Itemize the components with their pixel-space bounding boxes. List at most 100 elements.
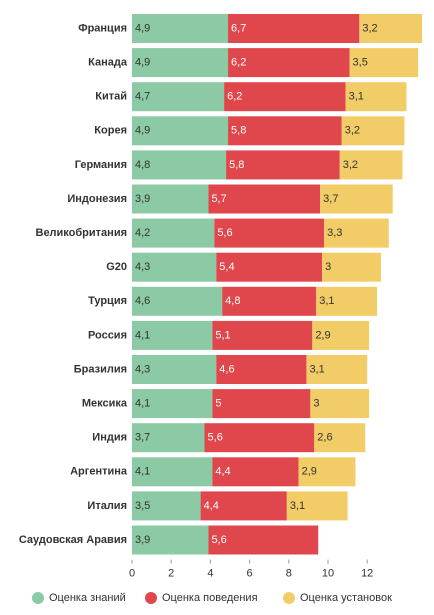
bar-segment xyxy=(132,457,213,487)
bar-segment xyxy=(226,150,340,180)
data-label: 4,6 xyxy=(219,363,234,375)
category-label: Италия xyxy=(87,500,127,512)
data-label: 3 xyxy=(325,261,331,273)
category-label: Канада xyxy=(88,57,128,69)
bar-segment xyxy=(320,184,393,214)
category-label: Индонезия xyxy=(67,193,127,205)
x-tick-label: 6 xyxy=(247,568,253,580)
legend-label: Оценка установок xyxy=(300,592,392,604)
category-label: G20 xyxy=(106,261,127,273)
bar-segment xyxy=(228,116,342,146)
data-label: 2,9 xyxy=(302,466,317,478)
bar-segment xyxy=(132,389,213,419)
data-label: 6,2 xyxy=(231,57,246,69)
data-label: 4,3 xyxy=(135,261,150,273)
data-label: 3,2 xyxy=(362,22,377,34)
data-label: 4,4 xyxy=(215,466,230,478)
bar-segment xyxy=(345,82,407,112)
data-label: 3,2 xyxy=(345,125,360,137)
bar-segment xyxy=(222,286,317,316)
bar-segment xyxy=(228,48,350,78)
data-label: 5,6 xyxy=(217,227,232,239)
data-label: 3,1 xyxy=(319,295,334,307)
data-label: 5,6 xyxy=(208,432,223,444)
bar-segment xyxy=(314,423,366,453)
data-label: 2,9 xyxy=(315,329,330,341)
x-tick-label: 4 xyxy=(207,568,213,580)
legend-swatch xyxy=(283,592,295,604)
x-tick-label: 8 xyxy=(286,568,292,580)
x-tick-label: 2 xyxy=(168,568,174,580)
data-label: 4,9 xyxy=(135,22,150,34)
bar-segment xyxy=(359,14,423,43)
data-label: 3,3 xyxy=(327,227,342,239)
bar-segment xyxy=(212,320,313,350)
data-label: 3,5 xyxy=(353,57,368,69)
data-label: 4,1 xyxy=(135,398,150,410)
category-label: Турция xyxy=(88,295,127,307)
bar-segment xyxy=(132,14,229,43)
bar-segment xyxy=(341,116,405,146)
data-label: 6,7 xyxy=(231,22,246,34)
data-label: 3,1 xyxy=(309,363,324,375)
data-label: 5 xyxy=(215,398,221,410)
bar-segment xyxy=(216,252,323,282)
data-label: 4,2 xyxy=(135,227,150,239)
bar-segment xyxy=(132,320,213,350)
data-label: 5,7 xyxy=(211,193,226,205)
bar-segment xyxy=(316,286,377,316)
bar-segment xyxy=(132,491,201,521)
bar-segment xyxy=(132,423,205,453)
bar-segment xyxy=(298,457,356,487)
bar-segment xyxy=(312,320,370,350)
category-label: Германия xyxy=(75,159,127,171)
data-label: 4,9 xyxy=(135,125,150,137)
category-label: Франция xyxy=(78,22,127,34)
legend-swatch xyxy=(145,592,157,604)
legend-label: Оценка знаний xyxy=(49,592,126,604)
bar-segment xyxy=(132,525,209,555)
bar-segment xyxy=(132,218,215,248)
category-label: Россия xyxy=(88,329,127,341)
data-label: 3,9 xyxy=(135,534,150,546)
bar-segment xyxy=(132,286,223,316)
bar-segment xyxy=(214,218,325,248)
data-label: 4,3 xyxy=(135,363,150,375)
data-label: 6,2 xyxy=(227,91,242,103)
bar-segment xyxy=(228,14,360,43)
data-label: 5,6 xyxy=(211,534,226,546)
category-label: Бразилия xyxy=(74,363,127,375)
bar-segment xyxy=(132,252,217,282)
category-label: Китай xyxy=(95,91,127,103)
data-label: 4,7 xyxy=(135,91,150,103)
bar-segment xyxy=(208,525,319,555)
data-label: 3,2 xyxy=(343,159,358,171)
bar-segment xyxy=(322,252,381,282)
bar-segment xyxy=(339,150,403,180)
legend-swatch xyxy=(32,592,44,604)
data-label: 4,8 xyxy=(135,159,150,171)
bar-segment xyxy=(208,184,321,214)
bar-segment xyxy=(216,355,307,384)
bar-segment xyxy=(349,48,419,78)
data-label: 3,9 xyxy=(135,193,150,205)
bar-segment xyxy=(132,184,209,214)
data-label: 5,8 xyxy=(229,159,244,171)
data-label: 4,6 xyxy=(135,295,150,307)
data-label: 2,6 xyxy=(317,432,332,444)
bar-segment xyxy=(324,218,389,248)
data-label: 4,9 xyxy=(135,57,150,69)
bar-segment xyxy=(306,355,368,384)
data-label: 5,8 xyxy=(231,125,246,137)
data-label: 5,4 xyxy=(219,261,234,273)
data-label: 3,1 xyxy=(349,91,364,103)
data-label: 3,5 xyxy=(135,500,150,512)
data-label: 4,1 xyxy=(135,466,150,478)
bar-segment xyxy=(204,423,315,453)
data-label: 4,4 xyxy=(204,500,219,512)
data-label: 5,1 xyxy=(215,329,230,341)
bar-segment xyxy=(132,355,217,384)
data-label: 3,7 xyxy=(323,193,338,205)
bar-segment xyxy=(286,491,348,521)
